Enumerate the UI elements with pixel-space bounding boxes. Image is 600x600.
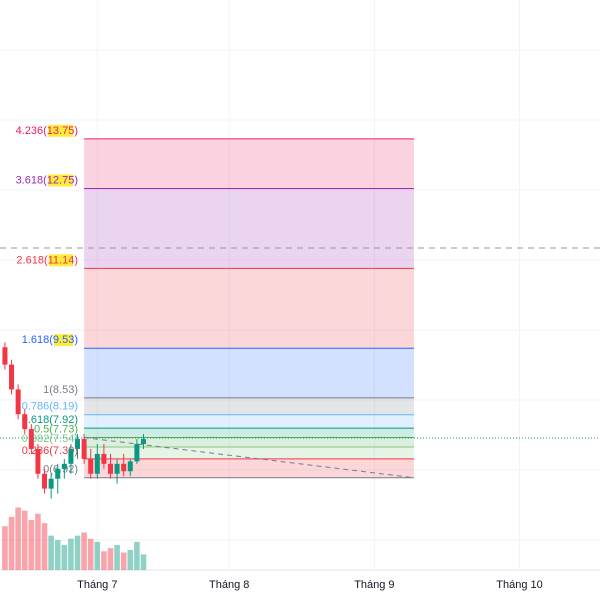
x-tick-label: Tháng 10 — [496, 579, 542, 591]
candle-body — [127, 461, 133, 472]
fib-ratio-label: 1 — [43, 384, 49, 396]
fib-ratio-label: 0.618 — [22, 414, 50, 426]
fib-ratio-label: 0.786 — [22, 401, 50, 413]
candle-body — [15, 389, 21, 415]
price-highlight — [48, 124, 73, 137]
candle-body — [134, 443, 140, 462]
candle-body — [108, 463, 114, 474]
fib-band — [84, 458, 414, 478]
fib-price-label: (11.14) — [44, 254, 78, 266]
fib-ratio-label: 0.5 — [34, 423, 49, 435]
fib-price-label: (8.53) — [49, 384, 78, 396]
fib-price-label: (7.92) — [49, 414, 78, 426]
fib-band — [84, 188, 414, 269]
volume-bar — [107, 548, 114, 570]
volume-bar — [28, 520, 35, 570]
volume-bar — [35, 513, 41, 570]
fib-band — [84, 437, 414, 447]
fib-ratio-label: 3.618 — [16, 174, 44, 186]
volume-bar — [87, 538, 94, 570]
candle-body — [48, 478, 54, 489]
candle-body — [88, 458, 94, 474]
volume-bar — [94, 541, 101, 570]
candle-body — [28, 429, 34, 449]
candle-body — [2, 347, 8, 365]
volume-bar — [48, 535, 54, 570]
volume-bar — [74, 535, 81, 570]
volume-bar — [101, 551, 107, 570]
candle-body — [140, 439, 146, 444]
fib-price-label: (13.75) — [43, 125, 78, 137]
candle-body — [35, 448, 41, 474]
price-highlight — [54, 334, 73, 347]
candle-body — [75, 439, 81, 449]
volume-bar — [120, 552, 127, 570]
volume-bar — [2, 526, 8, 570]
fib-price-label: (9.53) — [49, 334, 78, 346]
fib-ratio-label: 0.382 — [22, 433, 50, 445]
fib-price-label: (12.75) — [43, 174, 78, 186]
volume-bar — [140, 554, 147, 570]
x-tick-label: Tháng 8 — [209, 579, 249, 591]
volume-bar — [114, 545, 120, 570]
price-highlight — [48, 174, 73, 187]
candle-body — [121, 463, 127, 472]
volume-bar — [54, 540, 61, 570]
volume-bar — [21, 510, 28, 570]
fib-ratio-label: 0 — [43, 464, 49, 476]
candle-body — [114, 463, 120, 474]
fib-price-label: (7.73) — [49, 423, 78, 435]
candle-body — [22, 414, 28, 430]
candle-body — [81, 439, 87, 459]
candle-body — [42, 473, 48, 489]
volume-bar — [61, 545, 68, 570]
volume-bar — [8, 516, 15, 570]
fib-ratio-label: 2.618 — [16, 254, 44, 266]
fib-band — [84, 348, 414, 398]
candle-body — [68, 448, 74, 464]
fib-band — [84, 446, 414, 459]
candle-body — [9, 364, 15, 390]
price-highlight — [48, 254, 73, 267]
fib-band — [84, 138, 414, 189]
fib-price-label: (7.54) — [49, 433, 78, 445]
volume-bar — [127, 550, 134, 570]
candle-body — [101, 453, 107, 464]
fib-band — [84, 397, 414, 415]
fib-ratio-label: 1.618 — [22, 334, 50, 346]
volume-bar — [134, 541, 140, 570]
fib-price-label: (8.19) — [49, 401, 78, 413]
volume-bar — [41, 523, 48, 570]
fib-price-label: (7.30) — [49, 445, 78, 457]
volume-bar — [68, 538, 74, 570]
fib-band — [84, 428, 414, 438]
x-tick-label: Tháng 7 — [77, 579, 117, 591]
candle-body — [61, 463, 67, 469]
x-tick-label: Tháng 9 — [354, 579, 394, 591]
volume-bar — [15, 507, 21, 570]
fib-ratio-label: 4.236 — [16, 125, 44, 137]
fib-band — [84, 268, 414, 349]
volume-bar — [81, 532, 87, 570]
candle-body — [94, 453, 100, 474]
fib-band — [84, 414, 414, 429]
candle-body — [55, 468, 61, 479]
